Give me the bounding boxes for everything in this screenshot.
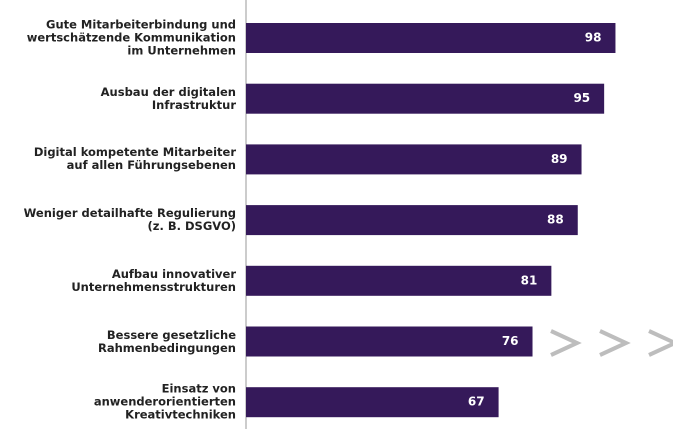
value-label: 76: [502, 334, 519, 348]
category-label: Digital kompetente Mitarbeiter auf allen…: [33, 145, 236, 173]
category-label: Einsatz von anwenderorientierten Kreativ…: [93, 381, 236, 422]
category-label: Aufbau innovativer Unternehmensstrukture…: [71, 266, 236, 294]
bar: [246, 205, 578, 236]
value-label: 95: [573, 91, 590, 105]
bar: [246, 387, 499, 418]
bar: [246, 83, 605, 114]
bar: [246, 23, 616, 53]
value-label: 98: [585, 31, 602, 45]
category-label: Gute Mitarbeiterbindung und wertschätzen…: [26, 17, 236, 58]
value-label: 89: [551, 152, 568, 166]
category-label: Bessere gesetzliche Rahmenbedingungen: [98, 327, 236, 355]
bar: [246, 326, 533, 357]
category-label: Weniger detailhafte Regulierung (z. B. D…: [23, 206, 236, 234]
arrows: [550, 329, 673, 357]
value-label: 67: [468, 395, 485, 409]
value-label: 81: [521, 273, 538, 287]
bar: [246, 265, 552, 296]
value-label: 88: [547, 213, 564, 227]
category-label: Ausbau der digitalen Infrastruktur: [100, 84, 236, 112]
bar: [246, 144, 582, 175]
